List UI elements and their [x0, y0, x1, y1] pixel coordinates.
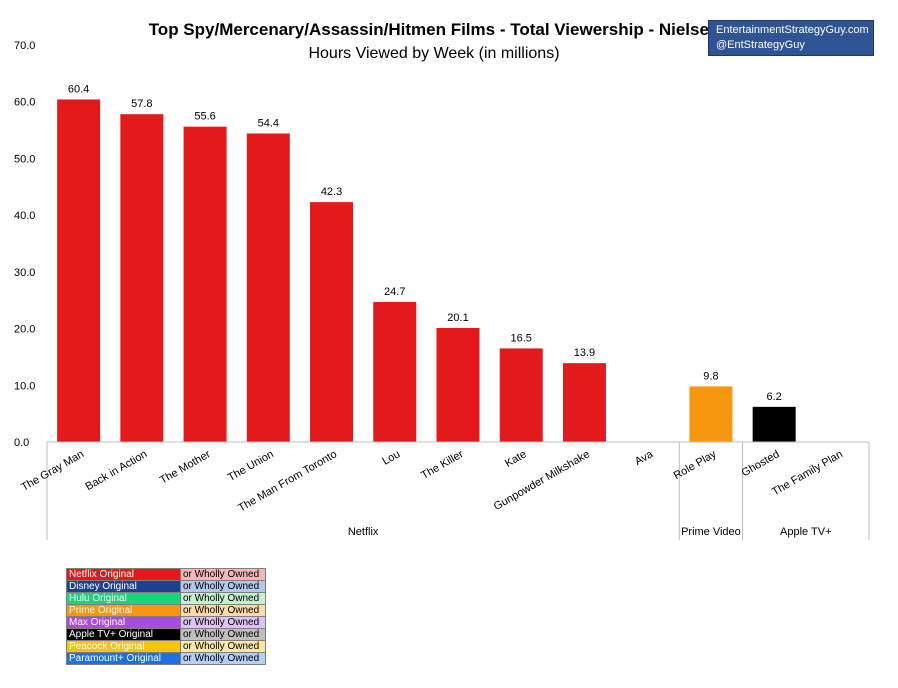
legend-label: Paramount+ Original: [66, 652, 181, 665]
y-tick-label: 60.0: [14, 97, 35, 109]
x-tick-label: Lou: [380, 448, 402, 468]
bar: [57, 99, 101, 443]
data-label: 57.8: [131, 98, 152, 110]
legend-label: Peacock Original: [66, 640, 181, 653]
legend-row: Peacock Original or Wholly Owned: [66, 640, 266, 653]
y-tick-label: 0.0: [14, 437, 29, 449]
bar: [562, 363, 606, 442]
x-tick-label: Ghosted: [740, 448, 782, 479]
bar: [499, 348, 543, 442]
group-label: Apple TV+: [780, 526, 831, 538]
legend-label: Hulu Original: [66, 592, 181, 605]
legend-note: or Wholly Owned: [180, 652, 266, 665]
bar: [183, 126, 227, 442]
bar: [373, 301, 417, 442]
legend-note: or Wholly Owned: [180, 640, 266, 653]
chart-subtitle: Hours Viewed by Week (in millions): [308, 45, 559, 62]
bar: [246, 133, 290, 442]
brand-box: EntertainmentStrategyGuy.com @EntStrateg…: [708, 20, 874, 56]
bar: [436, 328, 480, 442]
legend-label: Apple TV+ Original: [66, 628, 181, 641]
legend-label: Prime Original: [66, 604, 181, 617]
legend-row: Apple TV+ Original or Wholly Owned: [66, 628, 266, 641]
group-label: Prime Video: [681, 526, 741, 538]
bar: [120, 114, 164, 442]
data-label: 42.3: [321, 186, 342, 198]
legend-table: Netflix Original or Wholly Owned Disney Or…: [66, 568, 266, 665]
legend-note: or Wholly Owned: [180, 580, 266, 593]
legend-row: Paramount+ Original or Wholly Owned: [66, 652, 266, 665]
bar: [689, 386, 733, 442]
data-label: 13.9: [574, 347, 595, 359]
legend-note: or Wholly Owned: [180, 628, 266, 641]
y-tick-label: 20.0: [14, 324, 35, 336]
legend-row: Disney Original or Wholly Owned: [66, 580, 266, 593]
bar: [752, 406, 796, 442]
y-tick-label: 30.0: [14, 267, 35, 279]
y-tick-label: 50.0: [14, 153, 35, 165]
data-label: 60.4: [68, 83, 89, 95]
data-label: 9.8: [703, 370, 718, 382]
data-label: 55.6: [194, 111, 215, 123]
data-label: 24.7: [384, 286, 405, 298]
x-tick-label: The Mother: [158, 448, 213, 487]
x-tick-label: Kate: [503, 448, 529, 470]
legend-note: or Wholly Owned: [180, 568, 266, 581]
brand-handle: @EntStrategyGuy: [716, 39, 805, 51]
legend-row: Prime Original or Wholly Owned: [66, 604, 266, 617]
data-label: 16.5: [511, 332, 532, 344]
legend-label: Disney Original: [66, 580, 181, 593]
y-tick-label: 10.0: [14, 380, 35, 392]
bar: [310, 202, 354, 442]
legend-label: Netflix Original: [66, 568, 181, 581]
x-tick-label: The Killer: [419, 448, 466, 482]
y-tick-label: 40.0: [14, 210, 35, 222]
x-tick-label: Back in Action: [84, 448, 150, 493]
legend-note: or Wholly Owned: [180, 592, 266, 605]
legend-row: Hulu Original or Wholly Owned: [66, 592, 266, 605]
brand-website: EntertainmentStrategyGuy.com: [716, 24, 869, 36]
chart-title: Top Spy/Mercenary/Assassin/Hitmen Films …: [149, 20, 720, 39]
data-label: 54.4: [258, 117, 279, 129]
legend-note: or Wholly Owned: [180, 616, 266, 629]
x-tick-label: The Gray Man: [19, 448, 86, 494]
legend-row: Netflix Original or Wholly Owned: [66, 568, 266, 581]
x-tick-label: The Family Plan: [770, 448, 845, 498]
x-tick-label: Role Play: [672, 448, 719, 482]
x-tick-label: Ava: [633, 448, 656, 468]
legend-label: Max Original: [66, 616, 181, 629]
y-axis: 0.0 10.0 20.0 30.0 40.0 50.0 60.0 70.0: [14, 40, 35, 449]
legend-note: or Wholly Owned: [180, 604, 266, 617]
bars: 60.4 57.8 55.6 54.4 42.3 24.7 20.1 16.5 13.9 9.8 6…: [57, 83, 796, 443]
x-tick-label: The Union: [226, 448, 276, 484]
group-label: Netflix: [348, 526, 379, 538]
data-label: 20.1: [447, 312, 468, 324]
y-tick-label: 70.0: [14, 40, 35, 52]
legend-row: Max Original or Wholly Owned: [66, 616, 266, 629]
data-label: 6.2: [767, 391, 782, 403]
